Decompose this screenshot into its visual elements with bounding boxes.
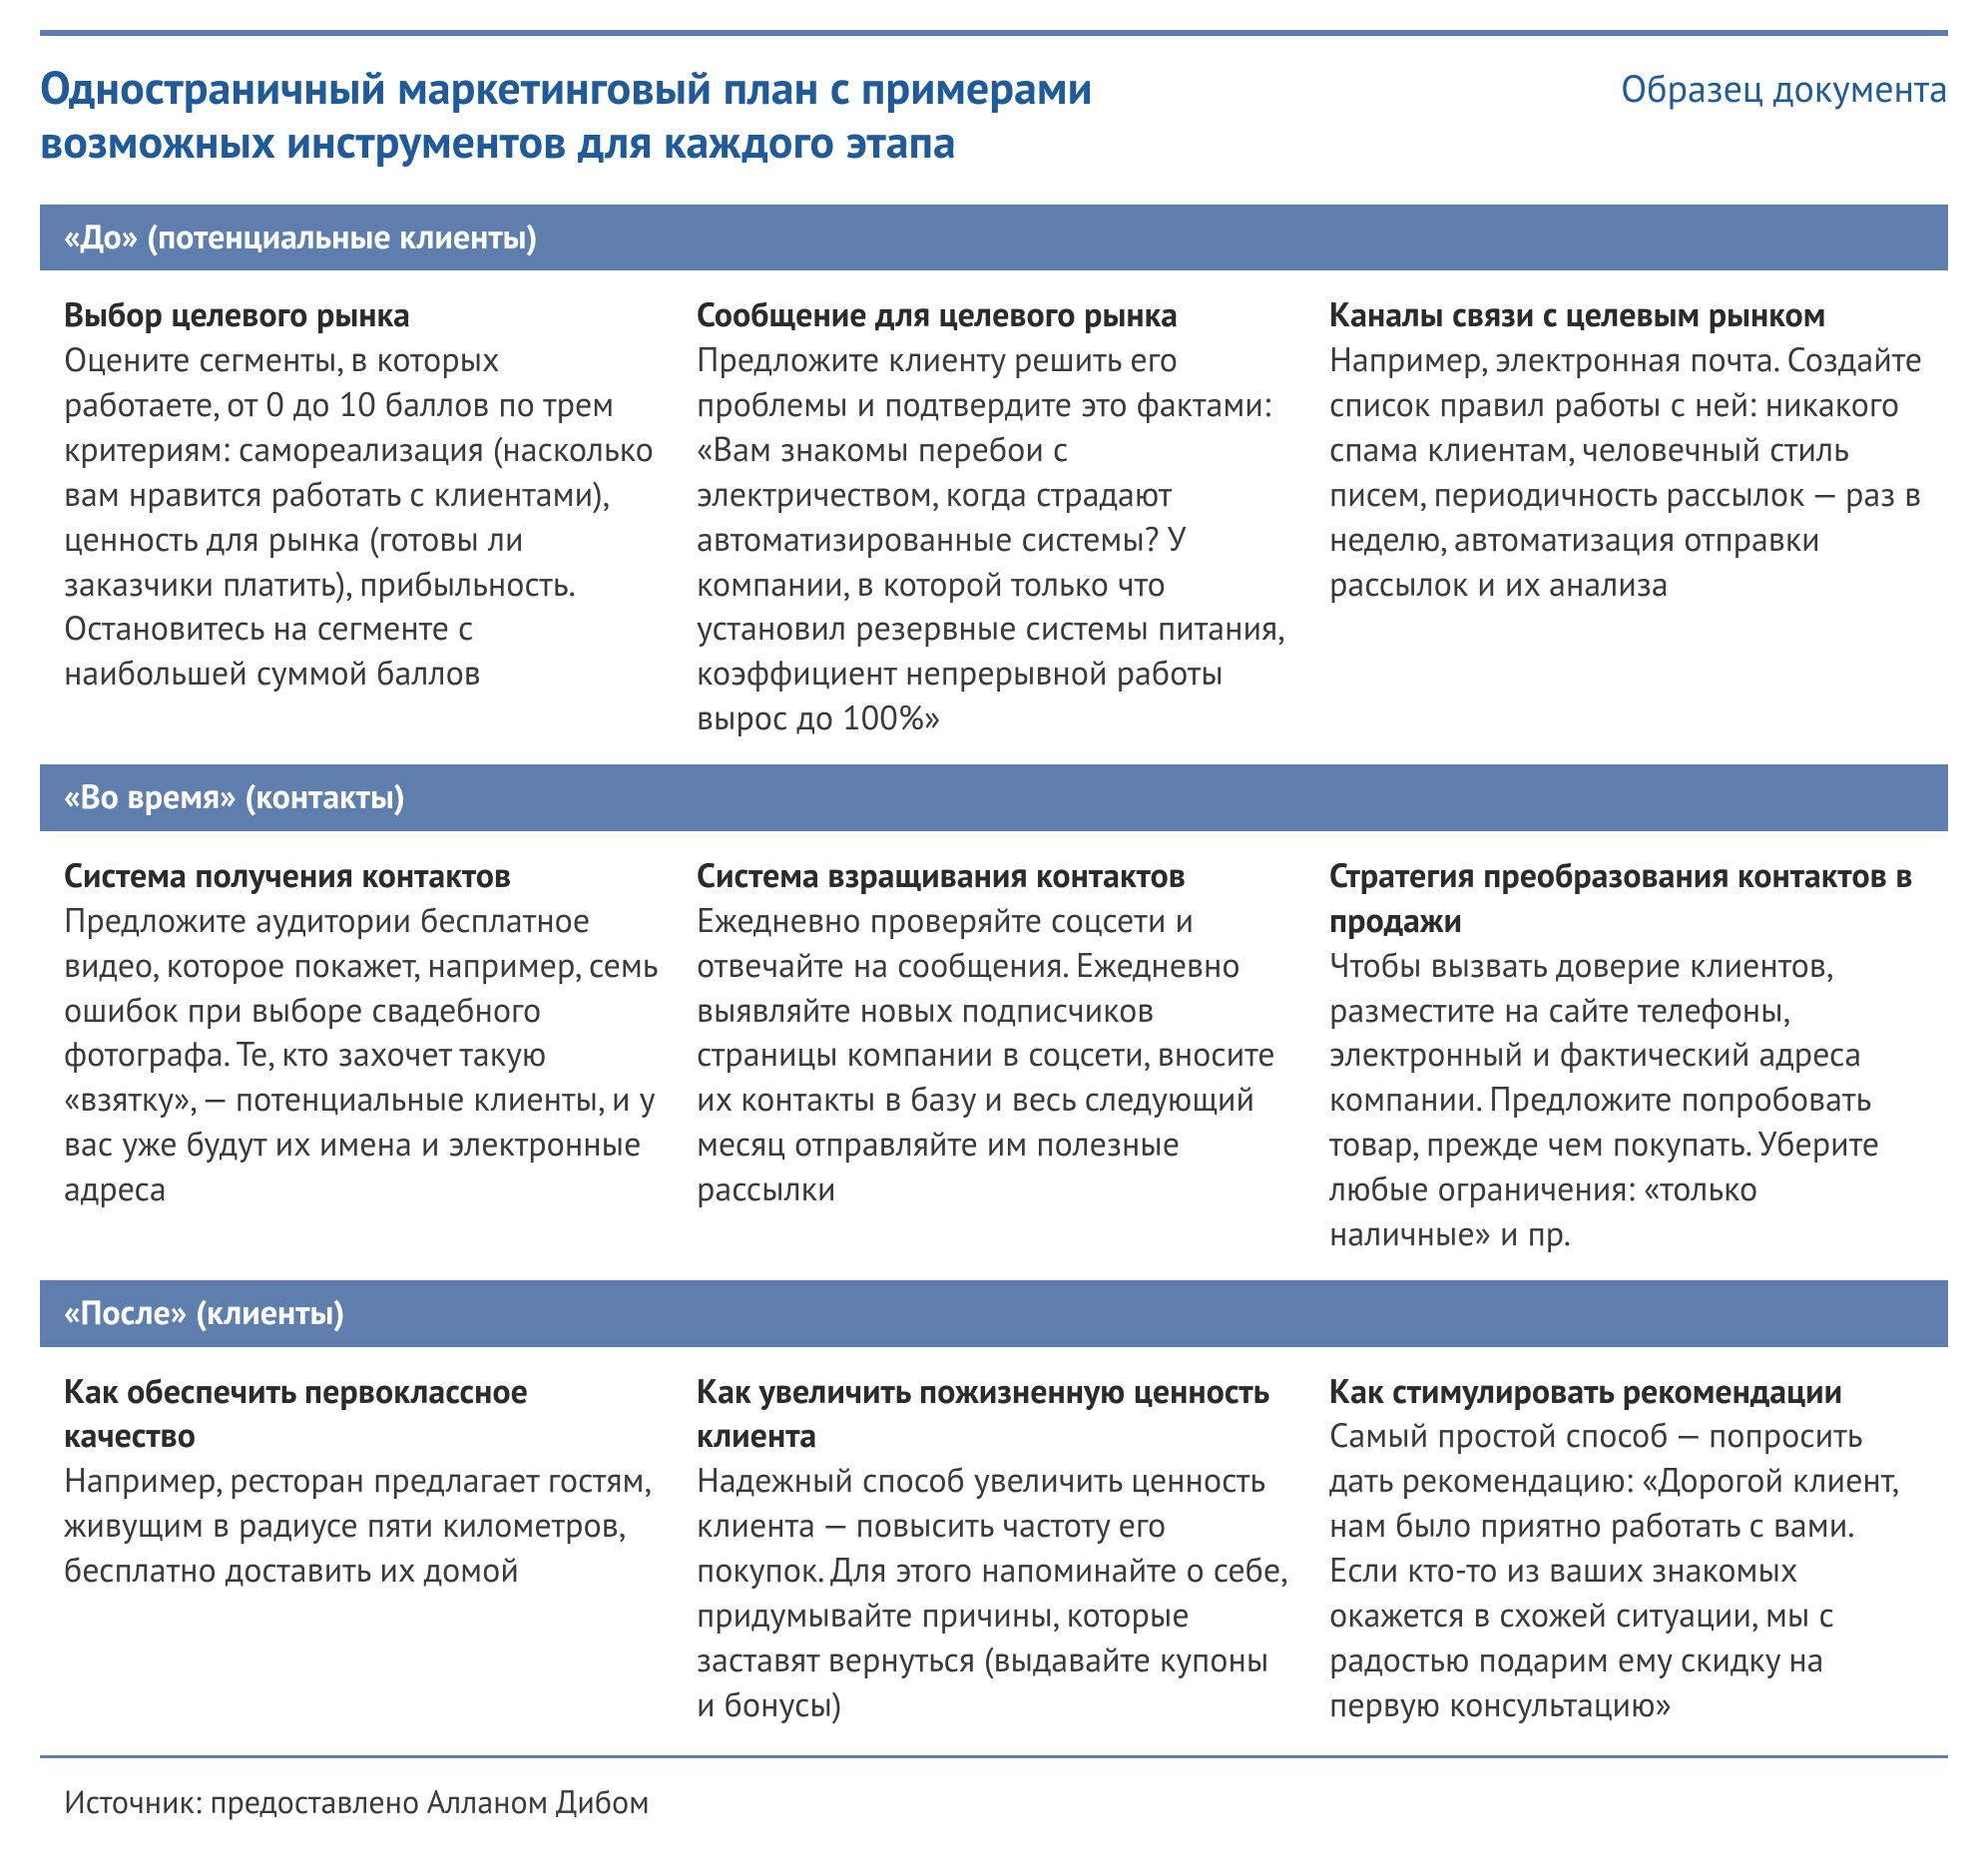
cell-referrals: Как стимулировать рекомендации Самый про… (1329, 1369, 1924, 1727)
row-after: Как обеспечить первоклассное качество На… (40, 1347, 1948, 1751)
cell-lifetime-value: Как увеличить пожизненную ценность клиен… (697, 1369, 1329, 1727)
cell-heading: Как увеличить пожизненную ценность клиен… (697, 1369, 1268, 1458)
section-header-before: «До» (потенциальные клиенты) (40, 205, 1948, 271)
cell-heading: Система получения контактов (64, 853, 511, 897)
cell-lead-capture: Система получения контактов Предложите а… (64, 853, 697, 1256)
cell-body: Надежный способ увеличить ценность клиен… (697, 1458, 1285, 1725)
section-header-during: «Во время» (контакты) (40, 764, 1948, 831)
cell-heading: Стратегия преобразования контактов в про… (1329, 853, 1913, 942)
cell-target-market: Выбор целевого рынка Оцените сегменты, в… (64, 292, 697, 740)
row-during: Система получения контактов Предложите а… (40, 831, 1948, 1280)
cell-body: Ежедневно проверяйте соцсети и отвечайте… (697, 898, 1274, 1210)
cell-message: Сообщение для целевого рынка Предложите … (697, 292, 1329, 740)
section-header-after: «После» (клиенты) (40, 1280, 1948, 1347)
source-attribution: Источник: предоставлено Алланом Дибом (40, 1758, 1948, 1822)
document-tag: Образец документа (1621, 64, 1948, 113)
cell-sales-conversion: Стратегия преобразования контактов в про… (1329, 853, 1924, 1256)
page-title: Одностраничный маркетинговый план с прим… (40, 60, 1297, 169)
cell-heading: Система взращивания контактов (697, 853, 1186, 897)
cell-heading: Сообщение для целевого рынка (697, 292, 1178, 336)
cell-body: Например, электронная почта. Создайте сп… (1329, 337, 1922, 605)
cell-lead-nurture: Система взращивания контактов Ежедневно … (697, 853, 1329, 1256)
cell-body: Самый простой способ — попросить дать ре… (1329, 1413, 1897, 1725)
cell-channels: Каналы связи с целевым рынком Например, … (1329, 292, 1924, 740)
cell-heading: Как стимулировать рекомендации (1329, 1369, 1842, 1413)
cell-body: Предложите клиенту решить его проблемы и… (697, 337, 1282, 739)
cell-heading: Выбор целевого рынка (64, 292, 410, 336)
header-row: Одностраничный маркетинговый план с прим… (40, 60, 1948, 169)
cell-heading: Каналы связи с целевым рынком (1329, 292, 1825, 336)
cell-body: Оцените сегменты, в которых работаете, о… (64, 337, 654, 695)
cell-body: Например, ресторан предлагает гостям, жи… (64, 1458, 649, 1592)
cell-quality: Как обеспечить первоклассное качество На… (64, 1369, 697, 1727)
row-before: Выбор целевого рынка Оцените сегменты, в… (40, 270, 1948, 764)
cell-heading: Как обеспечить первоклассное качество (64, 1369, 528, 1458)
top-rule (40, 30, 1948, 36)
cell-body: Предложите аудитории бесплатное видео, к… (64, 898, 657, 1210)
cell-body: Чтобы вызвать доверие клиентов, размести… (1329, 943, 1879, 1255)
